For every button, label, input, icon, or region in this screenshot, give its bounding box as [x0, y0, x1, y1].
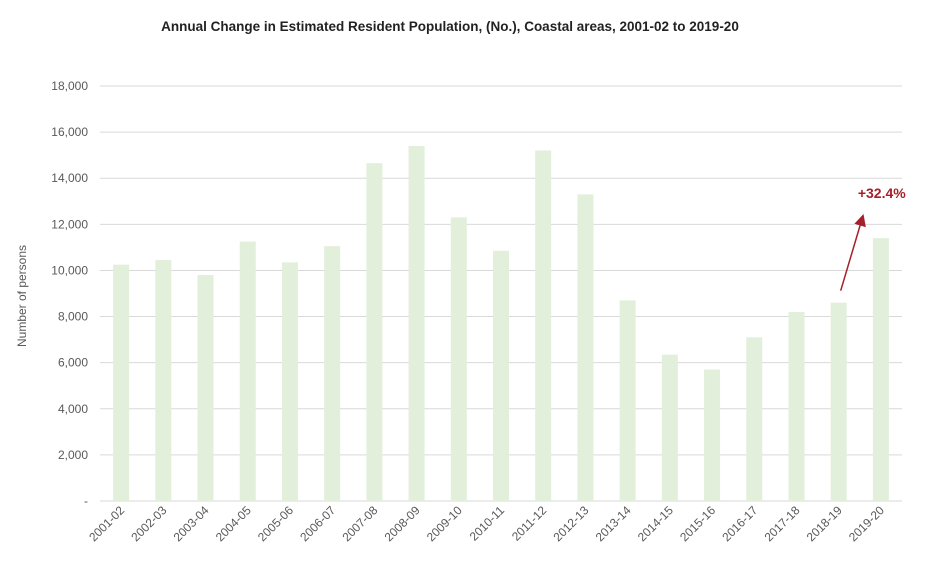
bar	[450, 217, 467, 501]
x-tick-label: 2009-10	[424, 503, 465, 544]
bar	[493, 250, 509, 501]
y-tick-label: -	[84, 494, 88, 508]
bar	[872, 238, 889, 501]
chart-title: Annual Change in Estimated Resident Popu…	[161, 19, 739, 34]
bar	[281, 262, 298, 501]
y-tick-label: 10,000	[51, 263, 88, 277]
y-axis-ticks: - 2,000 4,000 6,000 8,000 10,000 12,000 14,000 1…	[51, 79, 88, 508]
bar	[661, 354, 678, 501]
bar	[577, 194, 594, 501]
x-tick-label: 2015-16	[677, 503, 718, 544]
x-tick-label: 2018-19	[804, 503, 845, 544]
y-tick-label: 14,000	[51, 171, 88, 185]
x-tick-label: 2006-07	[297, 503, 338, 544]
x-tick-label: 2012-13	[550, 503, 591, 544]
x-tick-label: 2013-14	[593, 503, 634, 544]
y-tick-label: 8,000	[58, 310, 88, 324]
bar	[830, 302, 847, 501]
bar	[535, 150, 552, 502]
x-axis-ticks: 2001-02 2002-03 2003-04 2004-05 2005-06 2006-…	[86, 503, 887, 544]
x-tick-label: 2010-11	[467, 503, 508, 544]
y-tick-label: 6,000	[58, 356, 88, 370]
x-tick-label: 2002-03	[128, 503, 169, 544]
y-tick-label: 12,000	[51, 217, 88, 231]
annotation: +32.4%	[839, 185, 906, 291]
bar	[704, 369, 721, 501]
bars	[113, 145, 889, 502]
y-axis-label: Number of persons	[15, 245, 29, 347]
bar	[746, 337, 763, 501]
x-tick-label: 2011-12	[509, 503, 550, 544]
x-tick-label: 2016-17	[719, 503, 760, 544]
annotation-arrow	[839, 214, 866, 291]
x-tick-label: 2001-02	[86, 503, 127, 544]
y-tick-label: 16,000	[51, 125, 88, 139]
bar	[155, 260, 172, 501]
bar	[113, 264, 130, 501]
x-tick-label: 2014-15	[635, 503, 676, 544]
x-tick-label: 2007-08	[339, 503, 380, 544]
bar	[788, 311, 805, 501]
bar	[619, 300, 636, 501]
y-tick-label: 18,000	[51, 79, 88, 93]
x-tick-label: 2005-06	[255, 503, 296, 544]
x-tick-label: 2004-05	[213, 503, 254, 544]
x-tick-label: 2019-20	[846, 503, 887, 544]
bar	[239, 241, 256, 501]
bar	[366, 163, 383, 501]
bar	[408, 145, 425, 501]
bar	[197, 275, 214, 501]
annotation-label: +32.4%	[858, 185, 906, 201]
y-tick-label: 2,000	[58, 448, 88, 462]
x-tick-label: 2003-04	[171, 503, 212, 544]
x-tick-label: 2008-09	[382, 503, 423, 544]
y-tick-label: 4,000	[58, 402, 88, 416]
bar	[324, 246, 341, 501]
x-tick-label: 2017-18	[762, 503, 803, 544]
